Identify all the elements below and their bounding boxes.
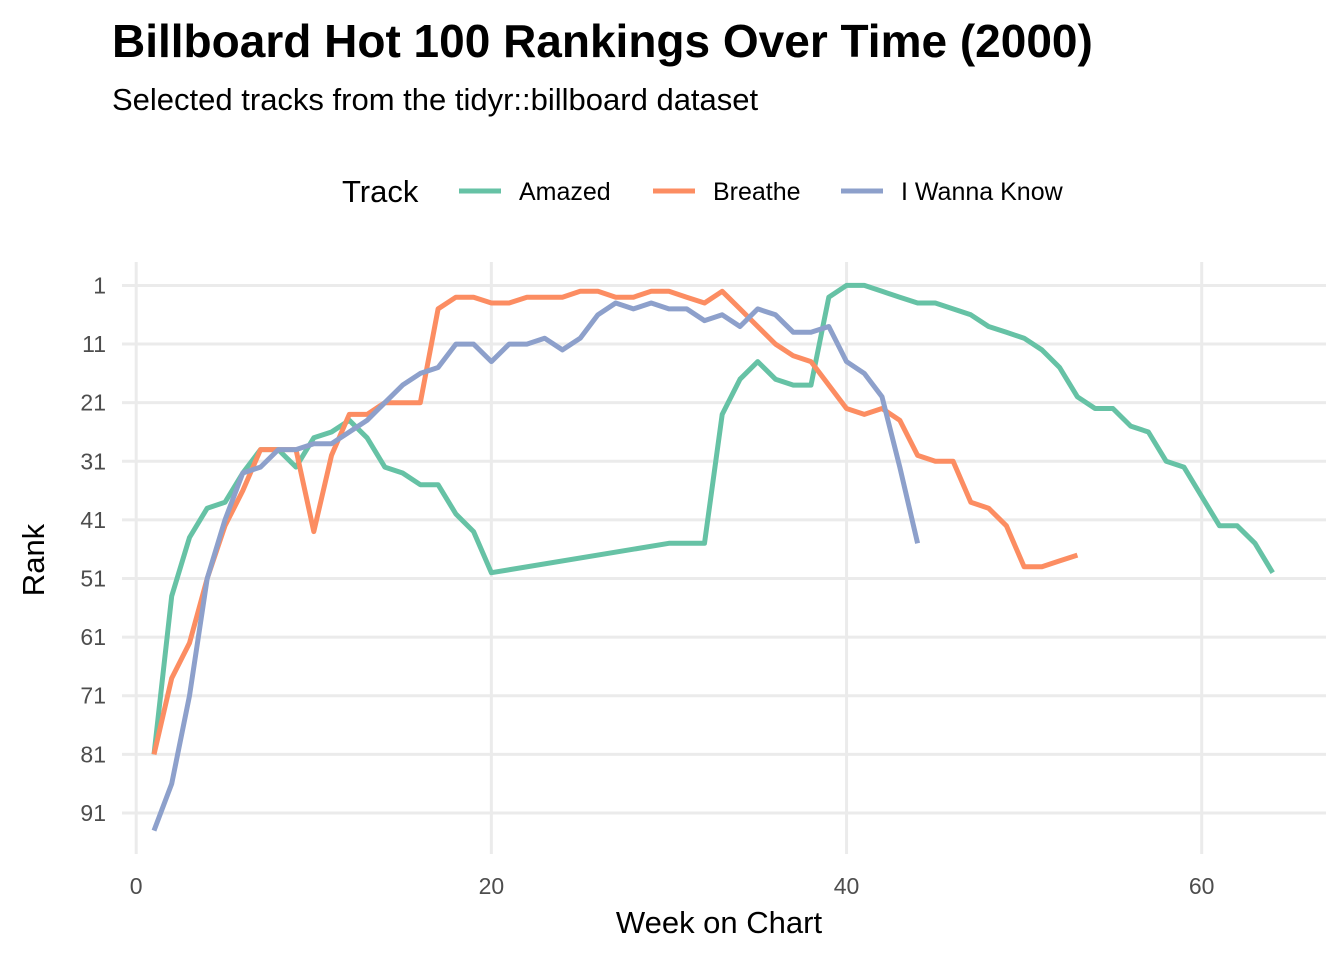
legend: Track Amazed Breathe I Wanna Know [342, 174, 1064, 209]
y-axis-title: Rank [16, 523, 51, 596]
y-tick-label: 11 [82, 331, 106, 357]
y-tick-label: 61 [80, 624, 106, 650]
series-line-amazed [151, 282, 1275, 755]
x-tick-label: 60 [1189, 873, 1215, 899]
legend-title: Track [342, 174, 419, 209]
x-axis-title: Week on Chart [616, 905, 823, 940]
y-tick-label: 31 [80, 448, 106, 474]
x-tick-label: 0 [130, 873, 143, 899]
y-tick-label: 51 [80, 566, 106, 592]
chart-subtitle: Selected tracks from the tidyr::billboar… [112, 82, 759, 117]
chart-title: Billboard Hot 100 Rankings Over Time (20… [112, 15, 1093, 67]
x-axis-ticks: 0 20 40 60 [130, 873, 1215, 899]
series-line-breathe [151, 288, 1079, 755]
x-tick-label: 40 [834, 873, 860, 899]
y-tick-label: 81 [80, 741, 106, 767]
series-lines [151, 282, 1275, 832]
legend-label: Breathe [713, 178, 801, 206]
legend-label: Amazed [519, 178, 611, 206]
y-tick-label: 71 [80, 683, 106, 709]
legend-label: I Wanna Know [901, 178, 1064, 206]
y-tick-label: 41 [80, 507, 106, 533]
grid [122, 262, 1326, 854]
y-tick-label: 21 [80, 390, 106, 416]
series-line-i-wanna-know [151, 300, 921, 832]
y-tick-label: 1 [93, 272, 106, 298]
x-tick-label: 20 [479, 873, 505, 899]
y-tick-label: 91 [80, 800, 106, 826]
